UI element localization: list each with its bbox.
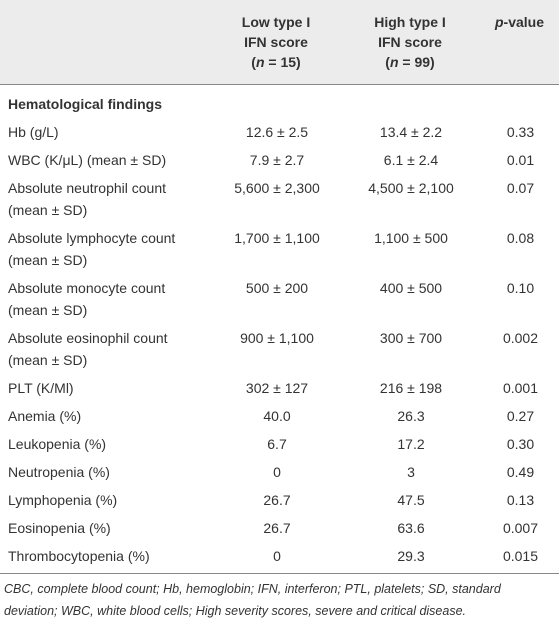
footnote: CBC, complete blood count; Hb, hemoglobi… [4, 582, 501, 618]
header-row: Low type I IFN score (n = 15) High type I IF… [0, 0, 559, 85]
header-blank [0, 0, 212, 85]
table-row: Thrombocytopenia (%) 0 29.3 0.015 [0, 542, 559, 574]
value-cell: 0 [212, 542, 340, 574]
table-row: Neutropenia (%) 0 3 0.49 [0, 458, 559, 486]
table-row: Absolute lymphocyte count (mean ± SD) 1,7… [0, 224, 559, 274]
value-cell: 1,100 ± 500 [374, 230, 448, 246]
value-cell: 0.08 [506, 230, 535, 246]
value-cell: 500 ± 200 [245, 280, 309, 296]
column-header: p-value [480, 0, 559, 85]
paren: ( [385, 54, 390, 70]
table-row: PLT (K/Ml) 302 ± 127 216 ± 198 0.001 [0, 374, 559, 402]
header-text: -value [503, 14, 545, 30]
value-cell: 0.007 [502, 520, 539, 536]
value-cell: 40.0 [263, 408, 291, 424]
value-cell: 13.4 ± 2.2 [379, 124, 443, 140]
row-label: Hb (g/L) [8, 124, 59, 140]
row-label: PLT (K/Ml) [8, 380, 74, 396]
table-row: Absolute monocyte count (mean ± SD) 500 ±… [0, 274, 559, 324]
table-row: Leukopenia (%) 6.7 17.2 0.30 [0, 430, 559, 458]
section-title: Hematological findings [8, 96, 163, 112]
variable: p [494, 14, 504, 30]
table-row: Lymphopenia (%) 26.7 47.5 0.13 [0, 486, 559, 514]
value-cell: 0.13 [506, 492, 535, 508]
value-cell: 400 ± 500 [379, 280, 443, 296]
section-row: Hematological findings [0, 85, 559, 119]
value-cell: 0.015 [480, 542, 559, 574]
value-cell: 0.002 [502, 330, 539, 346]
value-cell: 0.49 [506, 464, 535, 480]
column-header: High type I IFN score (n = 99) [340, 0, 480, 85]
header-line: IFN score [244, 34, 308, 50]
value-cell: 26.7 [263, 492, 291, 508]
row-label: Thrombocytopenia (%) [0, 542, 212, 574]
row-label: Anemia (%) [8, 408, 82, 424]
value-cell: 6.7 [267, 436, 287, 452]
value-cell: 4,500 ± 2,100 [368, 180, 454, 196]
header-line: IFN score [378, 34, 442, 50]
row-label: WBC (K/μL) (mean ± SD) [8, 152, 167, 168]
row-label: Lymphopenia (%) [8, 492, 118, 508]
table-header: Low type I IFN score (n = 15) High type I IF… [0, 0, 559, 85]
value-cell: 302 ± 127 [245, 380, 309, 396]
value-cell: 26.3 [397, 408, 425, 424]
value-cell: 900 ± 1,100 [240, 330, 314, 346]
header-line: (n = 99) [344, 52, 476, 72]
value-cell: 12.6 ± 2.5 [245, 124, 309, 140]
table-row: Absolute neutrophil count (mean ± SD) 5,6… [0, 174, 559, 224]
header-line: High type I [374, 14, 446, 30]
header-line: Low type I [241, 14, 311, 30]
value-cell: 26.7 [263, 520, 291, 536]
row-label: Absolute monocyte count (mean ± SD) [8, 280, 166, 318]
value-cell: 0.10 [506, 280, 535, 296]
count: = 15) [264, 54, 301, 70]
count: = 99) [398, 54, 435, 70]
row-label: Neutropenia (%) [8, 464, 110, 480]
table-row: Anemia (%) 40.0 26.3 0.27 [0, 402, 559, 430]
table-row: WBC (K/μL) (mean ± SD) 7.9 ± 2.7 6.1 ± 2.4… [0, 146, 559, 174]
value-cell: 3 [407, 464, 415, 480]
header-line: (n = 15) [216, 52, 336, 72]
table-row: Hb (g/L) 12.6 ± 2.5 13.4 ± 2.2 0.33 [0, 118, 559, 146]
value-cell: 17.2 [397, 436, 425, 452]
table-row: Absolute eosinophil count (mean ± SD) 900… [0, 324, 559, 374]
value-cell: 0.33 [506, 124, 535, 140]
value-cell: 0.01 [506, 152, 535, 168]
value-cell: 0.27 [506, 408, 535, 424]
value-cell: 29.3 [340, 542, 480, 574]
row-label: Eosinopenia (%) [8, 520, 111, 536]
value-cell: 6.1 ± 2.4 [383, 152, 439, 168]
value-cell: 0 [273, 464, 281, 480]
row-label: Leukopenia (%) [8, 436, 107, 452]
variable: n [255, 54, 265, 70]
value-cell: 0.07 [506, 180, 535, 196]
data-table: Low type I IFN score (n = 15) High type I IF… [0, 0, 559, 574]
row-label: Absolute eosinophil count (mean ± SD) [8, 330, 168, 368]
value-cell: 7.9 ± 2.7 [249, 152, 305, 168]
value-cell: 0.30 [506, 436, 535, 452]
paren: ( [251, 54, 256, 70]
value-cell: 5,600 ± 2,300 [234, 180, 320, 196]
value-cell: 63.6 [397, 520, 425, 536]
row-label: Absolute lymphocyte count (mean ± SD) [8, 230, 176, 268]
table-body: Hematological findings Hb (g/L) 12.6 ± 2.5… [0, 85, 559, 574]
value-cell: 300 ± 700 [379, 330, 443, 346]
table-row: Eosinopenia (%) 26.7 63.6 0.007 [0, 514, 559, 542]
variable: n [389, 54, 399, 70]
value-cell: 0.001 [502, 380, 539, 396]
value-cell: 47.5 [397, 492, 425, 508]
value-cell: 216 ± 198 [379, 380, 443, 396]
column-header: Low type I IFN score (n = 15) [212, 0, 340, 85]
value-cell: 1,700 ± 1,100 [234, 230, 320, 246]
row-label: Absolute neutrophil count (mean ± SD) [8, 180, 166, 218]
